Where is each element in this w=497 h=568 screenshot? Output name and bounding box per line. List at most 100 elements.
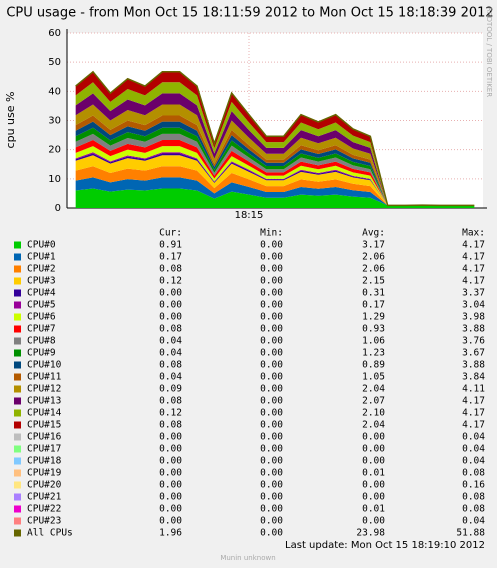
- legend-stat: 0.17: [159, 252, 182, 263]
- legend-label: CPU#9: [27, 348, 56, 359]
- area: [75, 71, 475, 206]
- legend-stat: 0.08: [159, 324, 182, 335]
- legend-header: Cur:: [159, 228, 182, 239]
- legend-swatch: [14, 349, 21, 357]
- legend-label: CPU#13: [27, 396, 61, 407]
- legend-stat: 1.06: [362, 336, 385, 347]
- y-tick-label: 50: [48, 57, 61, 68]
- legend-stat: 0.00: [260, 264, 283, 275]
- legend-label: CPU#11: [27, 372, 62, 383]
- y-tick-label: 40: [48, 86, 61, 97]
- legend-stat: 0.00: [159, 468, 182, 479]
- area: [75, 115, 475, 206]
- area: [75, 121, 475, 206]
- y-axis-label: cpu use %: [4, 92, 17, 149]
- legend-swatch: [14, 373, 21, 381]
- y-tick-label: 60: [48, 28, 61, 39]
- legend-swatch: [14, 505, 21, 513]
- legend-swatch: [14, 253, 21, 261]
- footer: Munin unknown: [220, 554, 275, 562]
- legend-stat: 51.88: [456, 528, 485, 539]
- legend-stat: 0.00: [159, 312, 182, 323]
- legend-stat: 1.23: [362, 348, 385, 359]
- legend-stat: 0.00: [260, 456, 283, 467]
- legend-swatch: [14, 481, 21, 489]
- area: [75, 166, 475, 206]
- legend-stat: 0.00: [362, 444, 385, 455]
- y-tick-label: 0: [55, 203, 61, 214]
- legend-label: CPU#17: [27, 444, 61, 455]
- legend-swatch: [14, 469, 21, 477]
- legend-stat: 0.04: [159, 348, 182, 359]
- legend-stat: 0.00: [260, 312, 283, 323]
- legend: Cur: Min: Avg: Max: CPU#0 0.91 0.00 3.17 4.17 CPU…: [14, 228, 485, 539]
- legend-stat: 0.00: [362, 480, 385, 491]
- legend-stat: 0.00: [260, 444, 283, 455]
- area: [75, 188, 475, 208]
- legend-stat: 2.15: [362, 276, 385, 287]
- legend-stat: 0.08: [462, 492, 485, 503]
- legend-swatch: [14, 397, 21, 405]
- legend-stat: 0.91: [159, 240, 182, 251]
- legend-stat: 0.00: [260, 240, 283, 251]
- legend-label: CPU#2: [27, 264, 56, 275]
- y-tick-label: 30: [48, 116, 61, 127]
- legend-label: CPU#21: [27, 492, 62, 503]
- y-tick-label: 10: [48, 174, 61, 185]
- legend-stat: 0.00: [159, 516, 182, 527]
- area: [75, 133, 475, 206]
- legend-stat: 0.00: [159, 456, 182, 467]
- legend-stat: 2.10: [362, 408, 385, 419]
- legend-stat: 1.29: [362, 312, 385, 323]
- area: [75, 93, 475, 206]
- legend-label: CPU#12: [27, 384, 61, 395]
- legend-stat: 0.00: [159, 480, 182, 491]
- legend-label: CPU#6: [27, 312, 56, 323]
- last-update: Last update: Mon Oct 15 18:19:10 2012: [285, 540, 485, 551]
- legend-stat: 4.17: [462, 240, 485, 251]
- area: [75, 82, 475, 206]
- area: [75, 140, 475, 206]
- legend-label: CPU#22: [27, 504, 61, 515]
- legend-stat: 4.17: [462, 408, 485, 419]
- marks: [75, 70, 475, 208]
- legend-label: CPU#3: [27, 276, 56, 287]
- legend-stat: 3.37: [462, 288, 485, 299]
- legend-label: CPU#14: [27, 408, 62, 419]
- legend-label: CPU#18: [27, 456, 62, 467]
- legend-stat: 0.09: [159, 384, 182, 395]
- legend-stat: 2.06: [362, 264, 385, 275]
- legend-stat: 0.00: [260, 360, 283, 371]
- area: [75, 146, 475, 206]
- legend-label: CPU#15: [27, 420, 61, 431]
- legend-stat: 4.17: [462, 264, 485, 275]
- legend-stat: 0.93: [362, 324, 385, 335]
- legend-stat: 0.00: [362, 492, 385, 503]
- legend-swatch: [14, 325, 21, 333]
- legend-stat: 0.00: [260, 432, 283, 443]
- area: [75, 152, 475, 206]
- legend-stat: 0.04: [462, 516, 485, 527]
- legend-stat: 0.08: [462, 468, 485, 479]
- area: [75, 104, 475, 206]
- legend-swatch: [14, 265, 21, 273]
- legend-stat: 0.00: [260, 336, 283, 347]
- legend-stat: 3.88: [462, 360, 485, 371]
- legend-label: CPU#20: [27, 480, 62, 491]
- legend-header: Max:: [462, 228, 485, 239]
- legend-stat: 0.08: [159, 264, 182, 275]
- legend-stat: 2.04: [362, 384, 385, 395]
- legend-stat: 0.89: [362, 360, 385, 371]
- legend-header: Avg:: [362, 228, 385, 239]
- legend-label: CPU#7: [27, 324, 56, 335]
- legend-swatch: [14, 289, 21, 297]
- legend-label: CPU#19: [27, 468, 62, 479]
- legend-stat: 0.04: [462, 456, 485, 467]
- legend-stat: 0.00: [260, 408, 283, 419]
- legend-stat: 0.00: [260, 396, 283, 407]
- legend-swatch: [14, 385, 21, 393]
- legend-stat: 0.04: [462, 432, 485, 443]
- legend-swatch: [14, 421, 21, 429]
- legend-swatch: [14, 445, 21, 453]
- legend-stat: 0.00: [260, 504, 283, 515]
